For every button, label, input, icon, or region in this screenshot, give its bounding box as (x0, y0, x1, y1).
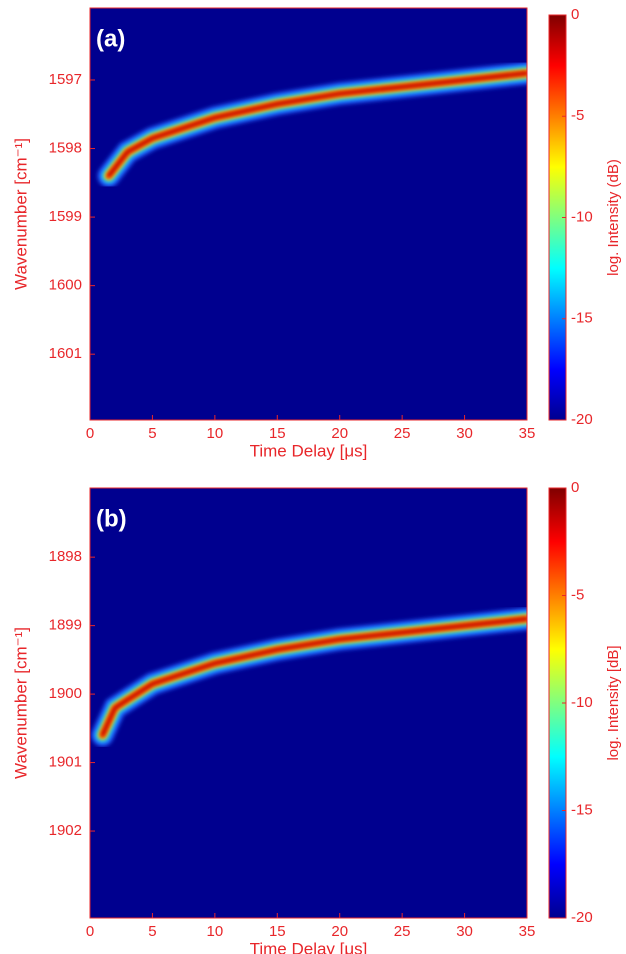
colorbar-tick-label: -5 (571, 107, 584, 124)
plot-frame (89, 7, 528, 421)
colorbar-tick-label: 0 (571, 479, 579, 496)
x-tick-label: 25 (394, 425, 411, 442)
x-tick-label: 5 (148, 923, 156, 940)
x-tick-label: 30 (456, 425, 473, 442)
y-tick-label: 1898 (49, 548, 82, 565)
colorbar-tick-label: -20 (571, 909, 593, 926)
x-tick-label: 10 (207, 923, 224, 940)
y-tick-label: 1598 (49, 140, 82, 157)
y-axis-label: Wavenumber [cm⁻¹] (11, 627, 30, 779)
heatmap-background (90, 488, 527, 918)
panel-label: (a) (96, 25, 125, 52)
panel-label: (b) (96, 505, 127, 532)
x-tick-label: 15 (269, 425, 286, 442)
y-tick-label: 1599 (49, 208, 82, 225)
x-tick-label: 10 (207, 425, 224, 442)
colorbar-tick-label: -10 (571, 208, 593, 225)
intensity-ridge (101, 617, 527, 737)
y-tick-label: 1600 (49, 277, 82, 294)
x-tick-label: 5 (148, 425, 156, 442)
heatmap (97, 62, 527, 187)
x-tick-label: 25 (394, 923, 411, 940)
y-axis-label: Wavenumber [cm⁻¹] (11, 138, 30, 290)
plot-frame (89, 487, 528, 919)
colorbar-label: log. Intensity (dB) (605, 159, 622, 276)
x-tick-label: 20 (331, 923, 348, 940)
colorbar-tick-label: -10 (571, 694, 593, 711)
x-tick-label: 15 (269, 923, 286, 940)
colorbar-tick-label: -20 (571, 411, 593, 428)
x-tick-label: 35 (519, 923, 536, 940)
y-tick-label: 1900 (49, 685, 82, 702)
x-tick-label: 30 (456, 923, 473, 940)
y-tick-label: 1597 (49, 71, 82, 88)
colorbar-tick-label: -5 (571, 586, 584, 603)
y-tick-label: 1601 (49, 345, 82, 362)
x-axis-label: Time Delay [μs] (250, 939, 368, 954)
colorbar-tick-label: -15 (571, 801, 593, 818)
x-tick-label: 20 (331, 425, 348, 442)
x-tick-label: 0 (86, 923, 94, 940)
y-tick-label: 1902 (49, 822, 82, 839)
colorbar-tick-label: 0 (571, 6, 579, 23)
x-axis-label: Time Delay [μs] (250, 441, 368, 460)
heatmap (91, 607, 527, 747)
intensity-ridge (107, 71, 527, 178)
y-tick-label: 1901 (49, 754, 82, 771)
x-tick-label: 35 (519, 425, 536, 442)
y-tick-label: 1899 (49, 617, 82, 634)
colorbar-label: log. Intensity [dB] (605, 645, 622, 760)
x-tick-label: 0 (86, 425, 94, 442)
colorbar-tick-label: -15 (571, 310, 593, 327)
